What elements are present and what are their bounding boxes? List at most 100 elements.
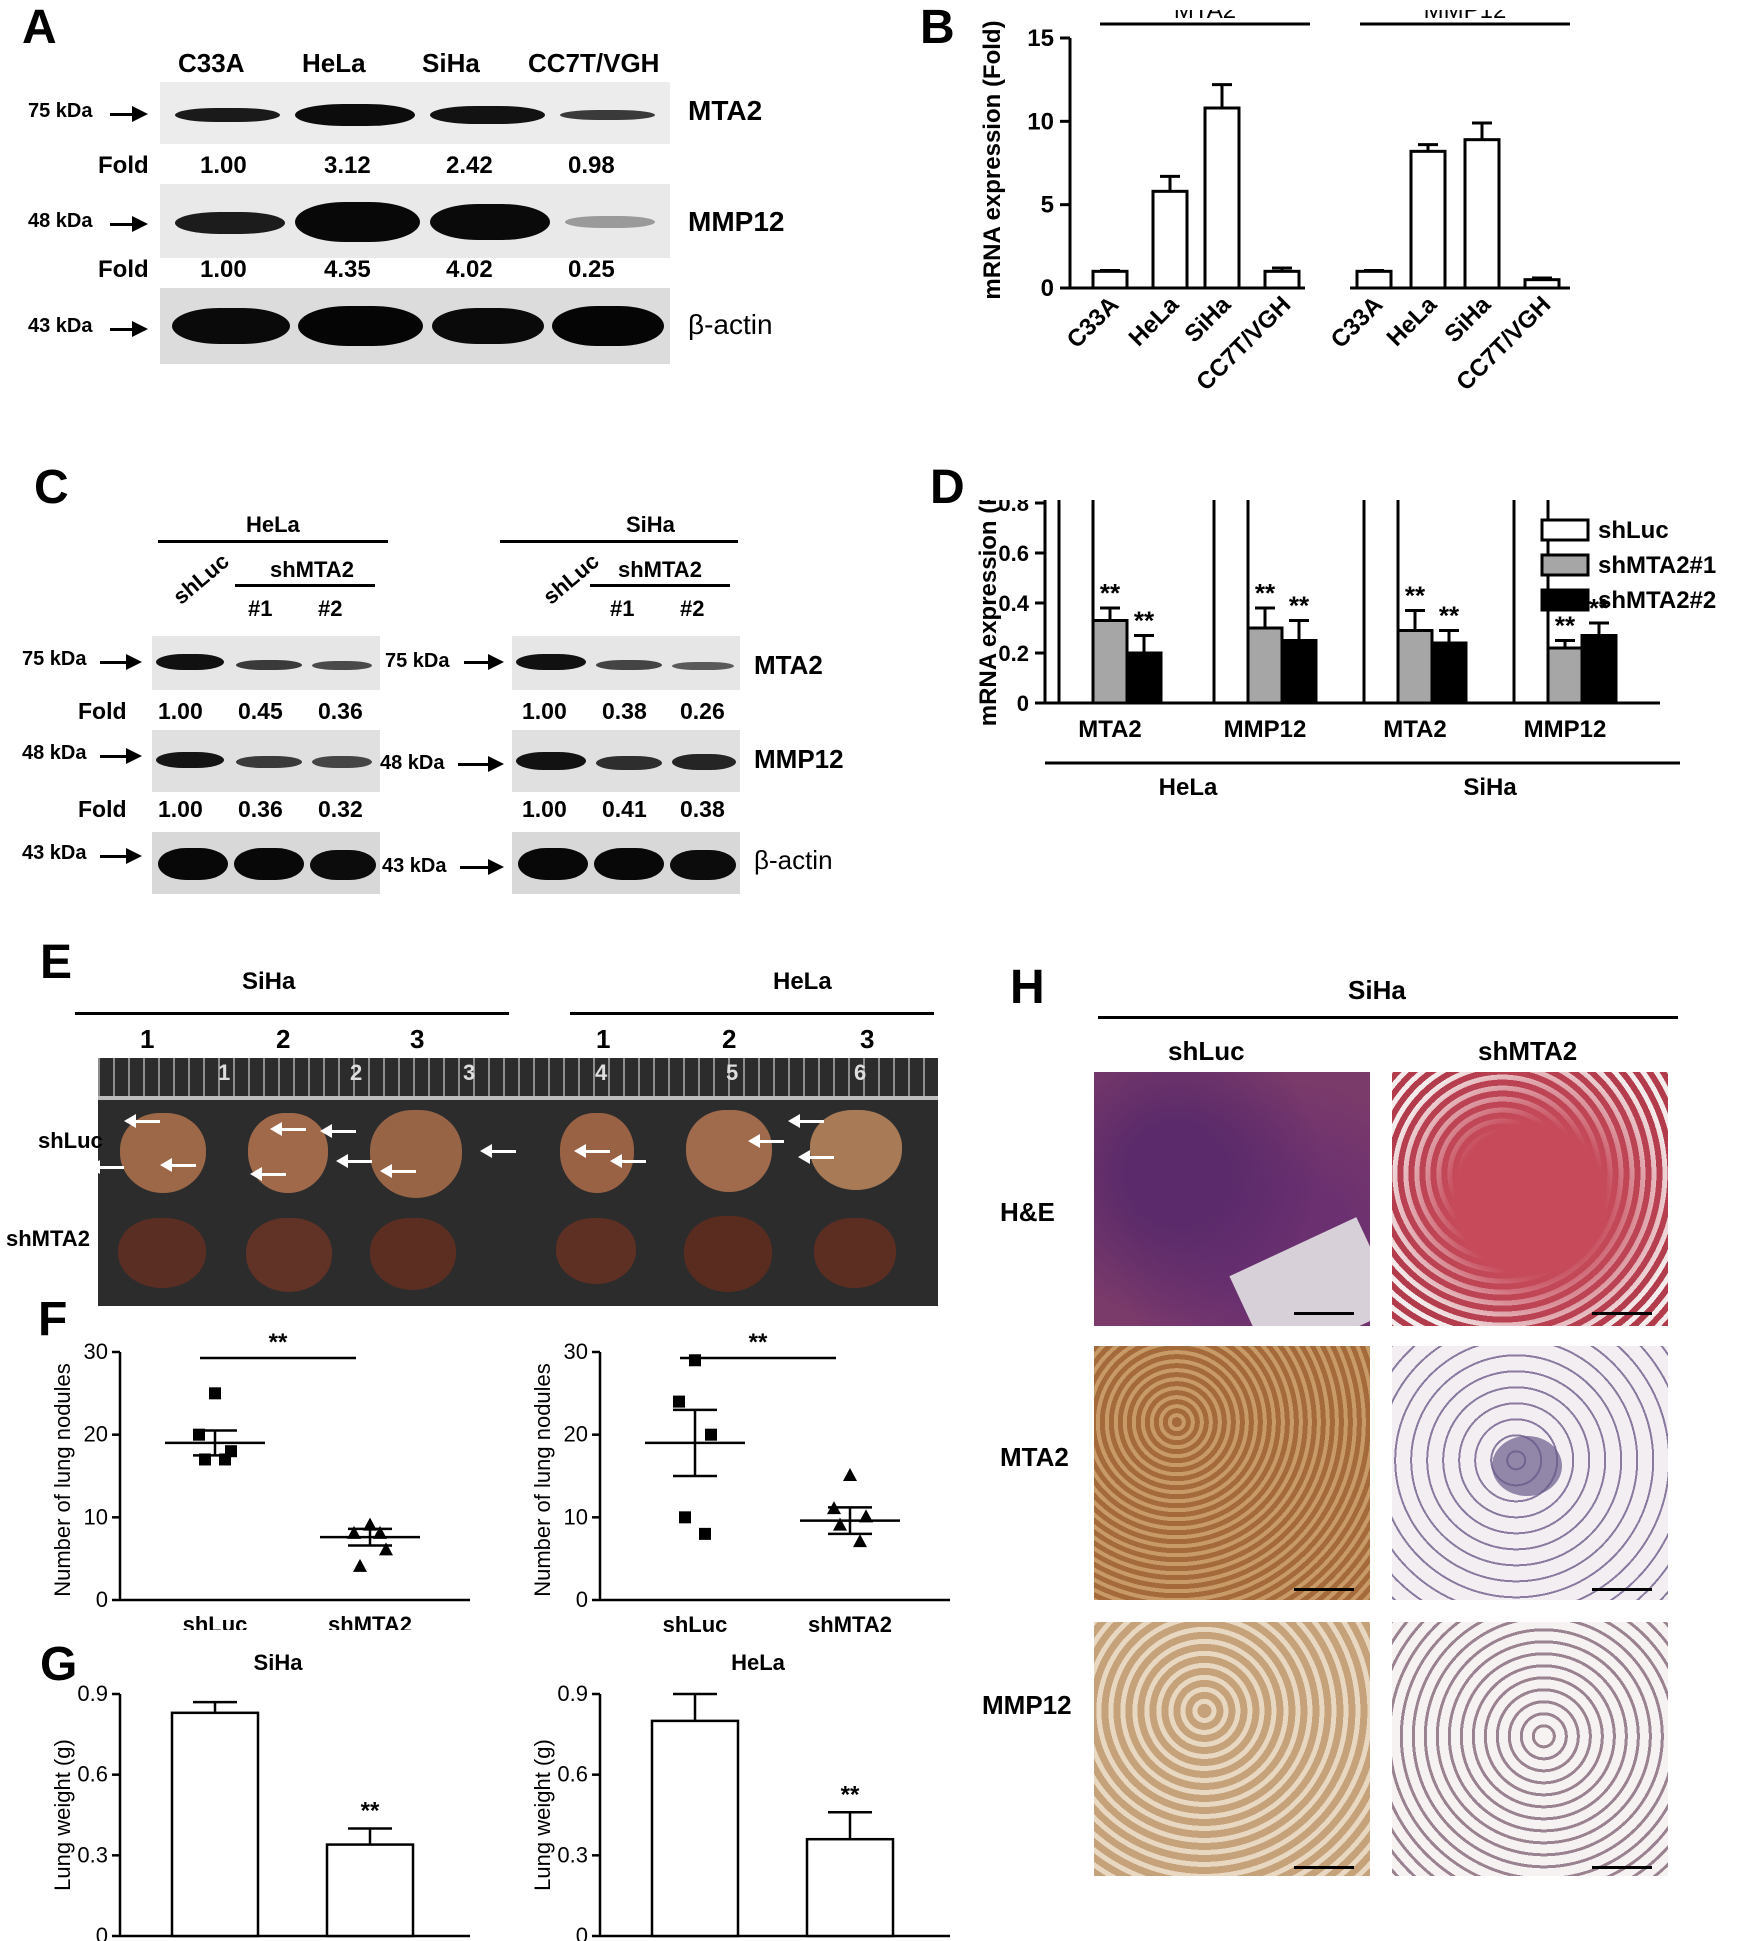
histology-image bbox=[1094, 1346, 1370, 1600]
chart-title: SiHa bbox=[254, 1650, 304, 1675]
significance-label: ** bbox=[1255, 578, 1276, 608]
mouse-number: 3 bbox=[860, 1024, 875, 1054]
panel-label-d: D bbox=[930, 461, 965, 514]
fold-value: 0.36 bbox=[318, 698, 363, 724]
chart-f-right-nodules: 0 10 20 30 Number of lung nodules shLuc shMTA2… bbox=[530, 1330, 950, 1637]
lane-label: C33A bbox=[178, 48, 245, 78]
bar bbox=[1212, 500, 1250, 705]
panel-label-c: C bbox=[34, 461, 69, 514]
blot-band bbox=[430, 204, 550, 240]
column-label: shMTA2 bbox=[1478, 1036, 1578, 1066]
protein-label: MMP12 bbox=[754, 744, 844, 774]
blot-band bbox=[516, 654, 586, 670]
lung-specimen bbox=[814, 1218, 896, 1288]
marker-label: 48 kDa bbox=[380, 752, 445, 774]
ruler-number: 5 bbox=[726, 1060, 739, 1085]
fold-label: Fold bbox=[98, 152, 149, 179]
nodule-arrow-icon bbox=[748, 1134, 784, 1148]
chart-title: HeLa bbox=[731, 1650, 786, 1675]
bar bbox=[650, 1719, 740, 1938]
data-point bbox=[347, 1525, 361, 1539]
mouse-number: 1 bbox=[596, 1024, 611, 1054]
lane-label: HeLa bbox=[302, 48, 366, 78]
x-tick-label: shMTA2 bbox=[328, 1612, 412, 1630]
data-point bbox=[699, 1527, 711, 1540]
x-tick-label: MMP12 bbox=[1524, 716, 1607, 743]
scale-bar bbox=[1592, 1866, 1652, 1869]
blot-band bbox=[295, 104, 415, 126]
group-label: MMP12 bbox=[1424, 10, 1507, 24]
blot-band bbox=[175, 212, 285, 234]
x-tick-label: C33A bbox=[1062, 291, 1124, 353]
blot-band bbox=[432, 308, 544, 344]
y-tick-label: 5 bbox=[1041, 192, 1054, 219]
group-label: MTA2 bbox=[1174, 10, 1236, 24]
marker-label: 75 kDa bbox=[385, 650, 450, 672]
fold-value: 1.00 bbox=[200, 256, 247, 283]
lane-label: shMTA2 bbox=[270, 557, 354, 582]
bar bbox=[1362, 500, 1400, 705]
legend-swatch bbox=[1540, 553, 1590, 577]
scale-bar bbox=[1592, 1588, 1652, 1591]
lung-specimen bbox=[118, 1218, 206, 1288]
y-axis-label: Number of lung nodules bbox=[530, 1363, 555, 1597]
marker-label: 75 kDa bbox=[22, 648, 87, 670]
row-label: MTA2 bbox=[1000, 1442, 1069, 1472]
lung-specimen bbox=[556, 1218, 636, 1284]
bar bbox=[1280, 639, 1318, 705]
bar bbox=[1125, 651, 1163, 705]
y-tick-label: 30 bbox=[564, 1339, 588, 1364]
mouse-number: 3 bbox=[410, 1024, 425, 1054]
nodule-arrow-icon bbox=[250, 1167, 286, 1181]
scale-bar bbox=[1294, 1866, 1354, 1869]
bar bbox=[1463, 138, 1501, 290]
y-tick-label: 15 bbox=[1027, 25, 1054, 52]
blot-strip bbox=[152, 730, 380, 792]
nodule-arrow-icon bbox=[270, 1122, 306, 1136]
mouse-number: 1 bbox=[140, 1024, 155, 1054]
data-point bbox=[373, 1525, 387, 1539]
group-label: SiHa bbox=[1348, 975, 1406, 1005]
lane-label: #1 bbox=[610, 596, 635, 621]
marker-label: 43 kDa bbox=[382, 855, 447, 877]
data-point bbox=[859, 1509, 873, 1523]
y-axis-label: mRNA expression (Folds) bbox=[975, 500, 1002, 726]
fold-value: 1.00 bbox=[158, 698, 203, 724]
blot-strip bbox=[152, 636, 380, 690]
nodule-arrow-icon bbox=[610, 1154, 646, 1168]
blot-band bbox=[312, 661, 372, 670]
fold-value: 3.12 bbox=[324, 152, 371, 179]
y-tick-label: 20 bbox=[84, 1422, 108, 1447]
nodule-arrow-icon bbox=[574, 1144, 610, 1158]
y-tick-label: 0.6 bbox=[557, 1762, 588, 1787]
data-point bbox=[833, 1517, 847, 1531]
lane-label: shLuc bbox=[168, 548, 234, 610]
nodule-arrow-icon bbox=[380, 1164, 416, 1178]
bar bbox=[1091, 269, 1129, 290]
group-label: HeLa bbox=[1159, 774, 1218, 801]
data-point bbox=[209, 1387, 221, 1400]
blot-band bbox=[670, 850, 736, 880]
blot-band bbox=[552, 306, 664, 346]
significance-label: ** bbox=[1555, 611, 1576, 641]
blot-band bbox=[156, 752, 224, 768]
fold-value: 0.41 bbox=[602, 796, 647, 822]
lung-specimen bbox=[248, 1113, 328, 1193]
histology-image bbox=[1094, 1622, 1370, 1876]
lung-specimen bbox=[684, 1216, 772, 1292]
bar bbox=[1396, 629, 1434, 705]
legend-label: shMTA2#1 bbox=[1598, 552, 1716, 579]
x-tick-label: MTA2 bbox=[1078, 716, 1142, 743]
ruler bbox=[98, 1058, 938, 1100]
nodule-arrow-icon bbox=[336, 1154, 372, 1168]
protein-label: MTA2 bbox=[688, 95, 763, 126]
bar bbox=[1057, 500, 1095, 705]
protein-label: β-actin bbox=[688, 309, 773, 340]
x-tick-label: shLuc bbox=[183, 1612, 248, 1630]
fold-value: 2.42 bbox=[446, 152, 493, 179]
arrow-icon bbox=[110, 106, 148, 122]
divider bbox=[500, 540, 738, 543]
divider bbox=[158, 540, 388, 543]
significance-label: ** bbox=[361, 1797, 380, 1824]
blot-band bbox=[516, 752, 586, 770]
